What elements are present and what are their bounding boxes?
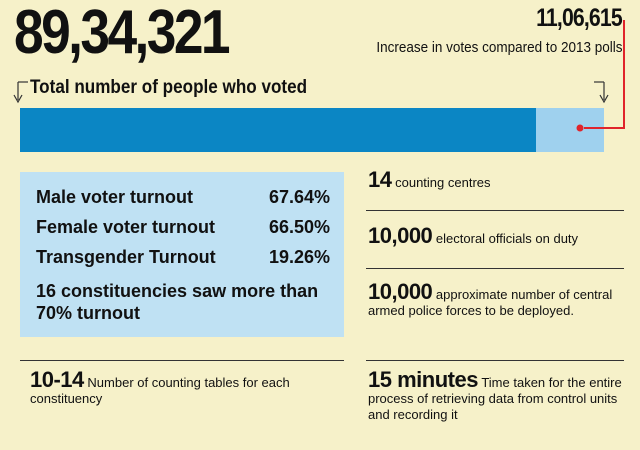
fact-number: 14 [368, 167, 392, 192]
increase-connector-line [576, 20, 625, 132]
turnout-value: 66.50% [268, 217, 330, 237]
left-bracket-arrow-icon [13, 81, 28, 104]
turnout-label: Male voter turnout [36, 187, 194, 207]
increase-votes-label: Increase in votes compared to 2013 polls [375, 39, 622, 56]
right-bracket-arrow-icon [594, 81, 609, 104]
turnout-row-female: Female voter turnout 66.50% [36, 218, 330, 236]
fact-electoral-officials: 10,000 electoral officials on duty [368, 225, 628, 247]
fact-text: counting centres [395, 175, 491, 190]
fact-number: 15 minutes [368, 367, 478, 392]
turnout-value: 67.64% [268, 187, 330, 207]
divider [366, 360, 624, 361]
fact-police-forces: 10,000 approximate number of central arm… [368, 281, 630, 319]
fact-text: approximate number of central armed poli… [368, 287, 613, 318]
votes-bar-track [20, 108, 604, 152]
fact-counting-tables: 10-14 Number of counting tables for each… [30, 369, 320, 407]
turnout-row-transgender: Transgender Turnout 19.26% [36, 248, 330, 266]
turnout-value: 19.26% [268, 247, 330, 267]
fact-number: 10-14 [30, 367, 84, 392]
divider [366, 210, 624, 211]
turnout-stats-box: Male voter turnout 67.64% Female voter t… [20, 172, 344, 337]
fact-text: Number of counting tables for each const… [30, 375, 290, 406]
divider [366, 268, 624, 269]
total-votes-number: 89,34,321 [14, 0, 231, 67]
fact-counting-centres: 14 counting centres [368, 169, 628, 191]
turnout-label: Female voter turnout [36, 217, 216, 237]
divider [20, 360, 344, 361]
constituency-turnout-note: 16 constituencies saw more than 70% turn… [36, 281, 319, 323]
increase-votes-number: 11,06,615 [536, 4, 623, 32]
fact-text: electoral officials on duty [435, 231, 579, 246]
fact-process-time: 15 minutes Time taken for the entire pro… [368, 369, 630, 423]
total-voters-label: Total number of people who voted [30, 77, 308, 98]
votes-bar-fill [20, 108, 537, 152]
fact-number: 10,000 [368, 279, 433, 304]
turnout-row-male: Male voter turnout 67.64% [36, 188, 330, 206]
fact-text: Time taken for the entire process of ret… [368, 375, 622, 422]
turnout-label: Transgender Turnout [36, 247, 216, 267]
fact-number: 10,000 [368, 223, 433, 248]
